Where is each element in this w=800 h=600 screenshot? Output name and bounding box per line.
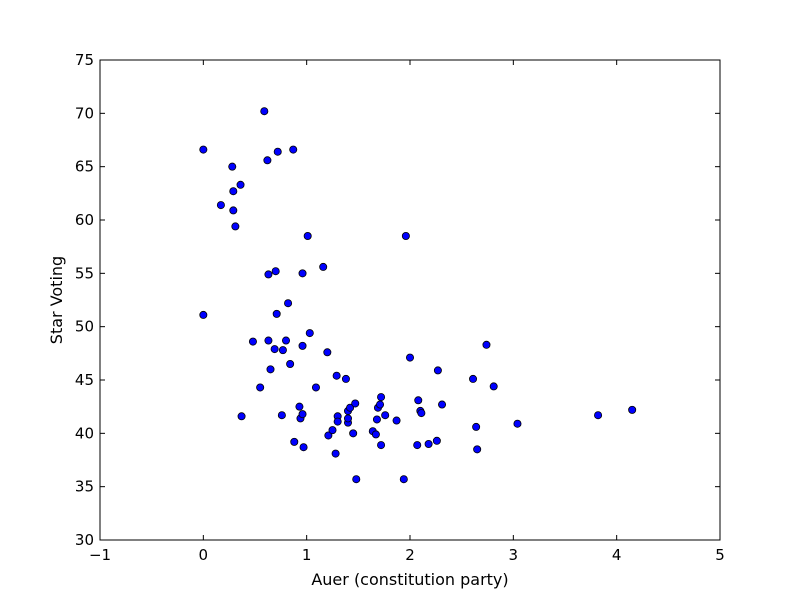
x-axis-label: Auer (constitution party) (311, 570, 508, 589)
data-point (271, 267, 280, 276)
data-point (376, 400, 385, 409)
y-tick-label: 75 (75, 51, 94, 69)
data-point (277, 411, 286, 420)
data-point (377, 393, 386, 402)
data-point (270, 345, 279, 354)
data-point (332, 371, 341, 380)
data-point (341, 374, 350, 383)
data-point (349, 429, 358, 438)
data-point (328, 426, 337, 435)
data-point (594, 411, 603, 420)
data-point (433, 366, 442, 375)
data-points (199, 107, 637, 484)
data-point (237, 412, 246, 421)
y-tick-label: 60 (75, 211, 94, 229)
y-tick-label: 30 (75, 531, 94, 549)
data-point (295, 402, 304, 411)
x-tick-label: 1 (302, 546, 312, 564)
data-point (305, 329, 314, 338)
data-point (424, 439, 433, 448)
data-point (199, 310, 208, 319)
x-axis-ticks: −1 0 1 2 3 4 5 (89, 60, 725, 564)
y-tick-label: 65 (75, 158, 94, 176)
data-point (272, 309, 281, 318)
data-point (392, 416, 401, 425)
y-tick-label: 70 (75, 104, 94, 122)
data-point (381, 411, 390, 420)
y-tick-label: 55 (75, 264, 94, 282)
data-point (286, 359, 295, 368)
data-point (343, 414, 352, 423)
data-point (432, 436, 441, 445)
x-tick-label: 2 (405, 546, 415, 564)
data-point (489, 382, 498, 391)
x-tick-label: 0 (199, 546, 209, 564)
data-point (263, 156, 272, 165)
data-point (199, 145, 208, 154)
data-point (333, 417, 342, 426)
data-point (414, 396, 423, 405)
data-point (281, 336, 290, 345)
data-point (311, 383, 320, 392)
data-point (372, 415, 381, 424)
data-point (323, 348, 332, 357)
data-point (371, 430, 380, 439)
data-point (298, 341, 307, 350)
data-point (284, 299, 293, 308)
y-tick-label: 45 (75, 371, 94, 389)
data-point (352, 475, 361, 484)
data-point (229, 206, 238, 215)
data-point (351, 399, 360, 408)
data-point (377, 441, 386, 450)
data-point (298, 410, 307, 419)
data-point (256, 383, 265, 392)
y-tick-label: 50 (75, 318, 94, 336)
data-point (399, 475, 408, 484)
data-point (472, 422, 481, 431)
data-point (331, 449, 340, 458)
data-point (266, 365, 275, 374)
data-point (248, 337, 257, 346)
data-point (299, 443, 308, 452)
data-point (319, 262, 328, 271)
data-point (260, 107, 269, 116)
x-tick-label: 4 (612, 546, 622, 564)
data-point (413, 441, 422, 450)
data-point (438, 400, 447, 409)
data-point (405, 353, 414, 362)
data-point (401, 231, 410, 240)
data-point (290, 437, 299, 446)
data-point (289, 145, 298, 154)
y-axis-label: Star Voting (47, 256, 66, 344)
data-point (228, 162, 237, 171)
data-point (324, 431, 333, 440)
data-point (229, 187, 238, 196)
data-point (216, 201, 225, 210)
data-point (513, 419, 522, 428)
data-point (264, 336, 273, 345)
data-point (273, 147, 282, 156)
data-point (303, 231, 312, 240)
data-point (298, 269, 307, 278)
data-point (417, 409, 426, 418)
y-axis-ticks: 30 35 40 45 50 55 60 65 70 75 (75, 51, 720, 549)
data-point (231, 222, 240, 231)
data-point (628, 405, 637, 414)
x-tick-label: −1 (89, 546, 111, 564)
data-point (236, 180, 245, 189)
data-point (278, 346, 287, 355)
data-point (482, 340, 491, 349)
data-point (473, 445, 482, 454)
x-tick-label: 3 (509, 546, 519, 564)
y-tick-label: 40 (75, 424, 94, 442)
x-tick-label: 5 (715, 546, 725, 564)
data-point (469, 374, 478, 383)
data-point (264, 270, 273, 279)
data-point (346, 403, 355, 412)
y-tick-label: 35 (75, 478, 94, 496)
